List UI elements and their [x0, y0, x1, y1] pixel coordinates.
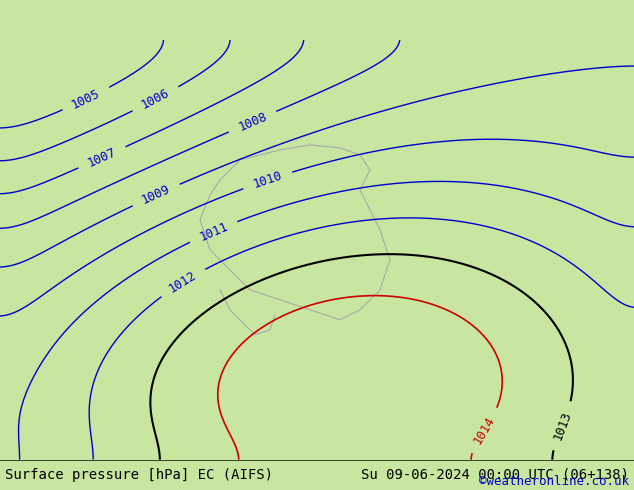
Text: 1009: 1009: [139, 183, 172, 207]
FancyBboxPatch shape: [0, 40, 634, 460]
Text: 1013: 1013: [551, 410, 574, 442]
Text: 1012: 1012: [167, 269, 199, 295]
Text: 1010: 1010: [251, 169, 284, 191]
Text: ©weatheronline.co.uk: ©weatheronline.co.uk: [479, 475, 629, 488]
Text: 1008: 1008: [236, 110, 269, 134]
Text: 1011: 1011: [197, 220, 230, 244]
Text: 1006: 1006: [139, 86, 172, 112]
FancyBboxPatch shape: [0, 40, 634, 460]
Text: 1007: 1007: [86, 146, 119, 170]
Text: Su 09-06-2024 00:00 UTC (06+138): Su 09-06-2024 00:00 UTC (06+138): [361, 467, 629, 482]
Text: 1005: 1005: [70, 87, 102, 111]
Text: 1014: 1014: [471, 414, 498, 446]
Text: Surface pressure [hPa] EC (AIFS): Surface pressure [hPa] EC (AIFS): [5, 467, 273, 482]
